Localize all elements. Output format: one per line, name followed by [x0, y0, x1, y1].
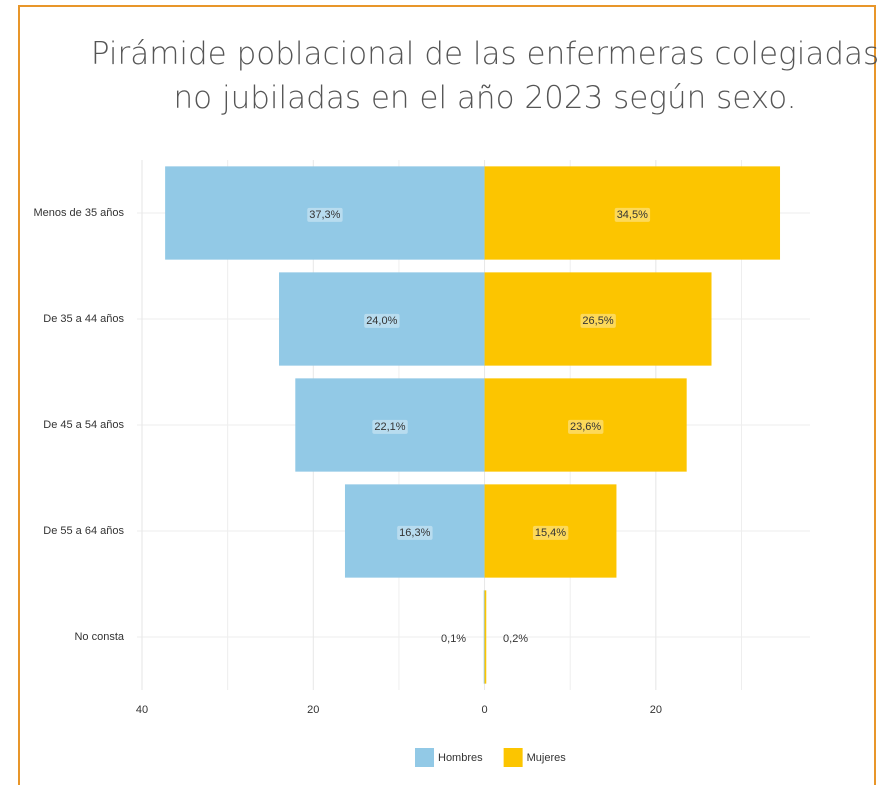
x-tick-label: 0: [482, 704, 488, 716]
bar: [165, 166, 485, 260]
value-label-group: 37,3%: [307, 207, 343, 222]
value-label: 16,3%: [399, 527, 430, 539]
chart-title: Pirámide poblacional de las enfermeras c…: [90, 36, 880, 116]
bar: [484, 272, 712, 366]
value-label: 37,3%: [309, 209, 340, 221]
value-label: 15,4%: [535, 527, 566, 539]
value-label-bg: [580, 313, 616, 328]
value-label: 24,0%: [366, 315, 397, 327]
y-tick-label: Menos de 35 años: [33, 207, 124, 219]
value-label-bg: [532, 525, 569, 540]
value-label-group: 24,0%: [364, 313, 400, 328]
bar: [484, 166, 781, 260]
value-label-group: 22,1%: [372, 419, 408, 434]
value-label-group: 0,1%: [441, 633, 466, 645]
value-label: 22,1%: [374, 421, 405, 433]
frame: [18, 5, 876, 785]
legend-swatch: [415, 748, 434, 767]
y-tick-label: De 35 a 44 años: [43, 313, 124, 325]
value-label: 0,1%: [441, 633, 466, 645]
y-tick-label: No consta: [74, 631, 124, 643]
x-tick-label: 40: [136, 704, 148, 716]
legend-label: Mujeres: [527, 752, 567, 764]
y-tick-label: De 55 a 64 años: [43, 525, 124, 537]
x-tick-label: 20: [650, 704, 662, 716]
value-label: 34,5%: [617, 209, 648, 221]
bar: [484, 378, 687, 472]
value-label: 23,6%: [570, 421, 601, 433]
value-label-bg: [364, 313, 400, 328]
value-label-bg: [568, 419, 604, 434]
legend-label: Hombres: [438, 752, 483, 764]
bar: [344, 484, 485, 578]
value-label-group: 16,3%: [397, 525, 433, 540]
value-label-group: 26,5%: [580, 313, 616, 328]
value-label-bg: [372, 419, 408, 434]
value-label-bg: [614, 207, 651, 222]
bar: [484, 484, 617, 578]
bar: [295, 378, 485, 472]
value-label-bg: [307, 207, 343, 222]
value-label-group: 15,4%: [532, 525, 569, 540]
bar: [483, 590, 485, 684]
legend-swatch: [503, 748, 523, 767]
value-label-group: 0,2%: [503, 633, 528, 645]
value-label: 0,2%: [503, 633, 528, 645]
value-label: 26,5%: [582, 315, 613, 327]
value-label-group: 34,5%: [614, 207, 651, 222]
x-tick-label: 20: [307, 704, 319, 716]
y-tick-label: De 45 a 54 años: [43, 419, 124, 431]
bar: [279, 272, 485, 366]
value-label-group: 23,6%: [568, 419, 604, 434]
value-label-bg: [397, 525, 433, 540]
bar: [484, 590, 487, 684]
